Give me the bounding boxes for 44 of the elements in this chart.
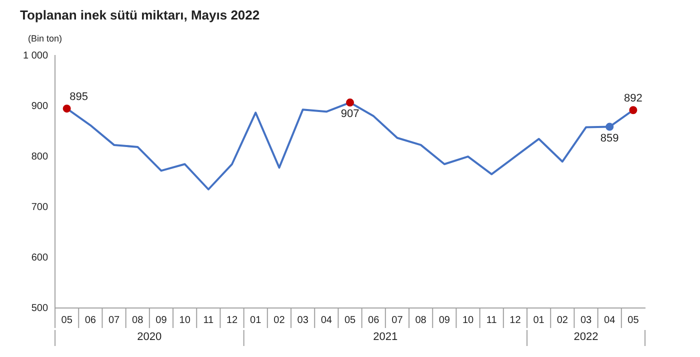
- y-tick-label: 500: [31, 302, 48, 314]
- x-tick-label: 02: [556, 314, 568, 326]
- data-label: 907: [340, 108, 360, 120]
- x-tick-label: 12: [226, 314, 238, 326]
- x-tick-label: 03: [297, 314, 309, 326]
- x-tick-label: 03: [580, 314, 592, 326]
- x-tick-label: 05: [344, 314, 356, 326]
- x-tick-label: 01: [533, 314, 545, 326]
- text: 2022: [574, 331, 598, 344]
- point: [606, 122, 614, 131]
- x-tick-label: 07: [108, 314, 120, 326]
- x-tick-label: 01: [250, 314, 262, 326]
- x-tick-label: 09: [438, 314, 450, 326]
- y-tick-label: 800: [31, 151, 48, 162]
- x-tick-label: 09: [156, 314, 168, 326]
- point: [629, 106, 638, 114]
- text: 2020: [137, 331, 162, 344]
- x-tick-label: 11: [203, 314, 214, 326]
- y-tick-label: 700: [31, 202, 48, 213]
- x-tick-label: 08: [415, 314, 427, 326]
- data-label: 859: [600, 132, 619, 144]
- x-tick-label: 10: [179, 314, 191, 326]
- x-tick-label: 05: [61, 314, 73, 326]
- point: [346, 98, 354, 107]
- text: 2021: [373, 331, 398, 344]
- x-tick-label: 06: [368, 314, 380, 326]
- x-tick-label: 12: [510, 314, 522, 326]
- x-tick-label: 08: [132, 314, 144, 326]
- chart-title: Toplanan inek sütü miktarı, Mayıs 2022: [20, 7, 260, 22]
- x-tick-label: 02: [274, 314, 286, 326]
- x-tick-label: 10: [462, 314, 474, 326]
- data-label: 895: [70, 91, 88, 104]
- point: [62, 104, 71, 113]
- x-tick-label: 04: [604, 314, 616, 326]
- y-tick-label: 1 000: [22, 50, 48, 62]
- x-tick-label: 11: [486, 314, 498, 326]
- x-tick-label: 06: [84, 314, 96, 326]
- x-tick-label: 04: [320, 314, 332, 326]
- data-label: 892: [624, 92, 642, 105]
- y-tick-label: 900: [31, 100, 48, 112]
- x-tick-label: 05: [628, 314, 640, 326]
- x-tick-label: 07: [392, 314, 404, 326]
- y-axis-title: (Bin ton): [28, 34, 62, 44]
- y-tick-label: 600: [31, 252, 48, 264]
